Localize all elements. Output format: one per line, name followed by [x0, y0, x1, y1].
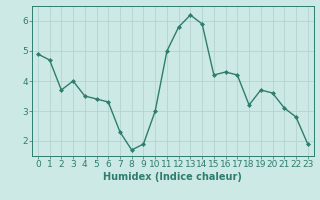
- X-axis label: Humidex (Indice chaleur): Humidex (Indice chaleur): [103, 172, 242, 182]
